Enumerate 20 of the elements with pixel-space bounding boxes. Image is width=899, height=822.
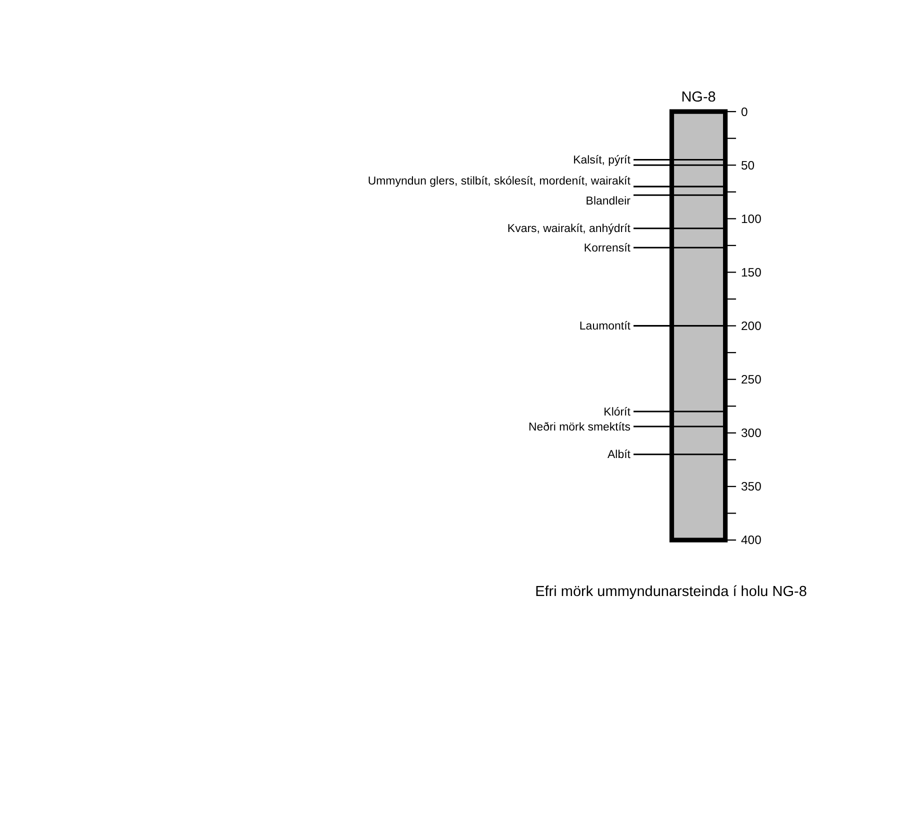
ref-line-label: Klórít <box>604 406 632 418</box>
ref-line-label: Blandleir <box>586 195 631 208</box>
ref-line-label: Kvars, wairakít, anhýdrít <box>507 223 632 236</box>
ref-line-label: Albít <box>607 449 632 462</box>
y-tick-label: 350 <box>741 480 762 494</box>
y-tick-label: 100 <box>741 212 762 226</box>
x-tick-label: NG-8 <box>681 89 716 106</box>
y-tick-label: 0 <box>741 104 748 119</box>
ref-line-label: Korrensít <box>584 242 632 254</box>
y-tick-label: 150 <box>741 265 762 280</box>
y-tick-label: 200 <box>741 319 762 334</box>
ref-line-label: Neðri mörk smektíts <box>528 421 631 434</box>
text: Efri mörk ummyndunarsteinda í holu NG-8 <box>535 584 807 600</box>
y-tick-label: 250 <box>741 372 762 387</box>
ref-line-label: Ummyndun glers, stilbít, skólesít, mordenít, wairakít <box>368 175 632 188</box>
y-tick-label: 50 <box>741 158 755 172</box>
y-tick-label: 400 <box>741 533 762 548</box>
y-tick-label: 300 <box>741 426 762 440</box>
ref-line-label: Kalsít, pýrít <box>573 154 632 167</box>
ref-line-label: Laumontít <box>579 320 632 333</box>
